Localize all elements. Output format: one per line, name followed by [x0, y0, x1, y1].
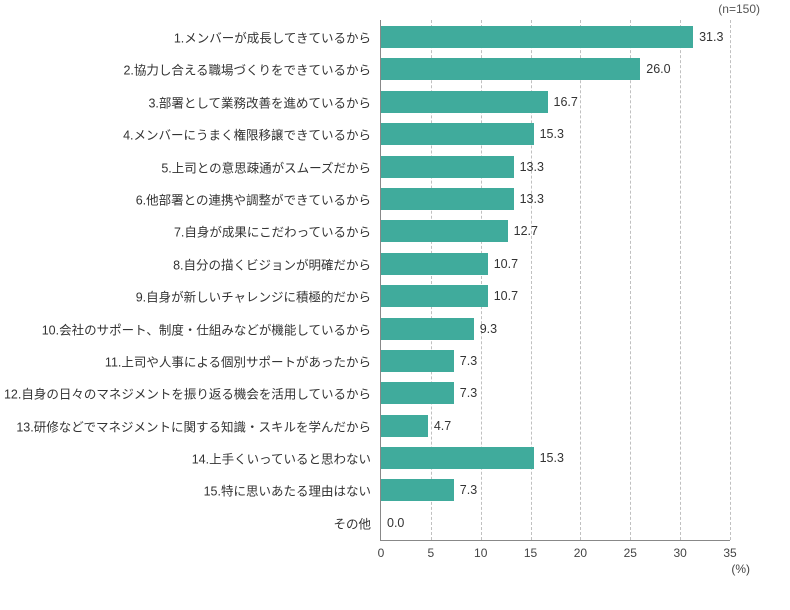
- sample-size-label: (n=150): [718, 2, 760, 16]
- bar-row: 12.自身の日々のマネジメントを振り返る機会を活用しているから7.3: [381, 382, 730, 404]
- bar-row: 13.研修などでマネジメントに関する知識・スキルを学んだから4.7: [381, 415, 730, 437]
- category-label: 14.上手くいっていると思わない: [192, 449, 371, 468]
- bar: [381, 58, 640, 80]
- value-label: 15.3: [540, 127, 564, 141]
- bar-row: 14.上手くいっていると思わない15.3: [381, 447, 730, 469]
- value-label: 7.3: [460, 483, 477, 497]
- bar-row: 2.協力し合える職場づくりをできているから26.0: [381, 58, 730, 80]
- bar-row: 9.自身が新しいチャレンジに積極的だから10.7: [381, 285, 730, 307]
- bar: [381, 318, 474, 340]
- bar: [381, 220, 508, 242]
- bar: [381, 123, 534, 145]
- category-label: 5.上司との意思疎通がスムーズだから: [161, 157, 371, 176]
- bars-container: 1.メンバーが成長してきているから31.3 2.協力し合える職場づくりをできている…: [381, 20, 730, 540]
- value-label: 13.3: [520, 160, 544, 174]
- x-tick-label: 0: [378, 546, 385, 560]
- x-tick-label: 5: [428, 546, 435, 560]
- category-label: 10.会社のサポート、制度・仕組みなどが機能しているから: [42, 319, 371, 338]
- value-label: 12.7: [514, 224, 538, 238]
- bar: [381, 415, 428, 437]
- bar-row: 11.上司や人事による個別サポートがあったから7.3: [381, 350, 730, 372]
- category-label: 6.他部署との連携や調整ができているから: [136, 189, 371, 208]
- value-label: 15.3: [540, 451, 564, 465]
- bar: [381, 479, 454, 501]
- bar-row: 6.他部署との連携や調整ができているから13.3: [381, 188, 730, 210]
- x-axis-unit: (%): [731, 562, 750, 576]
- value-label: 0.0: [387, 516, 404, 530]
- category-label: 11.上司や人事による個別サポートがあったから: [105, 351, 371, 370]
- category-label: 9.自身が新しいチャレンジに積極的だから: [136, 287, 371, 306]
- bar: [381, 253, 488, 275]
- x-tick-label: 30: [673, 546, 686, 560]
- plot-area: 05101520253035 1.メンバーが成長してきているから31.32.協力…: [380, 20, 730, 541]
- bar-row: 10.会社のサポート、制度・仕組みなどが機能しているから9.3: [381, 318, 730, 340]
- category-label: その他: [333, 513, 371, 532]
- bar-row: 15.特に思いあたる理由はない7.3: [381, 479, 730, 501]
- category-label: 2.協力し合える職場づくりをできているから: [123, 60, 371, 79]
- bar: [381, 91, 548, 113]
- bar-row: 3.部署として業務改善を進めているから16.7: [381, 91, 730, 113]
- value-label: 16.7: [554, 95, 578, 109]
- bar: [381, 156, 514, 178]
- category-label: 1.メンバーが成長してきているから: [174, 28, 371, 47]
- bar: [381, 447, 534, 469]
- category-label: 12.自身の日々のマネジメントを振り返る機会を活用しているから: [4, 384, 371, 403]
- bar: [381, 350, 454, 372]
- x-tick-label: 15: [524, 546, 537, 560]
- x-tick-label: 20: [574, 546, 587, 560]
- value-label: 13.3: [520, 192, 544, 206]
- value-label: 26.0: [646, 62, 670, 76]
- bar-row: 7.自身が成果にこだわっているから12.7: [381, 220, 730, 242]
- bar: [381, 382, 454, 404]
- value-label: 10.7: [494, 257, 518, 271]
- category-label: 4.メンバーにうまく権限移譲できているから: [123, 125, 371, 144]
- bar-row: 8.自分の描くビジョンが明確だから10.7: [381, 253, 730, 275]
- bar-row: 5.上司との意思疎通がスムーズだから13.3: [381, 156, 730, 178]
- value-label: 10.7: [494, 289, 518, 303]
- category-label: 3.部署として業務改善を進めているから: [148, 92, 371, 111]
- x-tick-label: 10: [474, 546, 487, 560]
- category-label: 7.自身が成果にこだわっているから: [174, 222, 371, 241]
- value-label: 7.3: [460, 354, 477, 368]
- bar: [381, 285, 488, 307]
- bar-row: 1.メンバーが成長してきているから31.3: [381, 26, 730, 48]
- value-label: 7.3: [460, 386, 477, 400]
- x-tick-label: 25: [624, 546, 637, 560]
- bar: [381, 26, 693, 48]
- bar: [381, 188, 514, 210]
- category-label: 15.特に思いあたる理由はない: [204, 481, 371, 500]
- x-tick-label: 35: [723, 546, 736, 560]
- bar-row: その他0.0: [381, 512, 730, 534]
- category-label: 13.研修などでマネジメントに関する知識・スキルを学んだから: [16, 416, 371, 435]
- value-label: 9.3: [480, 322, 497, 336]
- grid-line: [730, 20, 731, 540]
- survey-bar-chart: (n=150) 05101520253035 1.メンバーが成長してきているから…: [0, 0, 790, 610]
- value-label: 31.3: [699, 30, 723, 44]
- bar-row: 4.メンバーにうまく権限移譲できているから15.3: [381, 123, 730, 145]
- category-label: 8.自分の描くビジョンが明確だから: [173, 254, 371, 273]
- value-label: 4.7: [434, 419, 451, 433]
